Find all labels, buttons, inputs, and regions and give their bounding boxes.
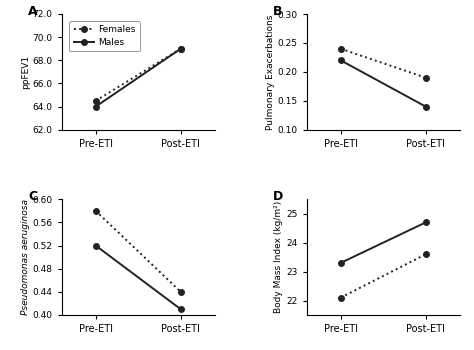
- Line: Females: Females: [338, 251, 428, 300]
- Females: [178, 47, 183, 51]
- Males: [338, 261, 344, 265]
- Males: [178, 47, 183, 51]
- Line: Females: Females: [93, 46, 183, 104]
- Females: [338, 295, 344, 300]
- Females: [93, 209, 99, 213]
- Males: [93, 105, 99, 109]
- Females: [423, 76, 428, 80]
- Line: Males: Males: [338, 219, 428, 266]
- Y-axis label: Body Mass Index (kg/m²): Body Mass Index (kg/m²): [274, 201, 283, 313]
- Line: Females: Females: [93, 208, 183, 295]
- Legend: Females, Males: Females, Males: [69, 21, 140, 51]
- Line: Males: Males: [338, 57, 428, 110]
- Males: [93, 244, 99, 248]
- Line: Males: Males: [93, 243, 183, 312]
- Females: [338, 47, 344, 51]
- Y-axis label: Pseudomonas aeruginosa: Pseudomonas aeruginosa: [21, 199, 30, 315]
- Females: [93, 99, 99, 103]
- Males: [178, 307, 183, 311]
- Line: Males: Males: [93, 46, 183, 110]
- Females: [178, 290, 183, 294]
- Text: A: A: [28, 5, 37, 18]
- Males: [423, 220, 428, 224]
- Y-axis label: Pulmonary Exacerbations: Pulmonary Exacerbations: [266, 14, 275, 130]
- Females: [423, 252, 428, 256]
- Text: D: D: [273, 190, 283, 203]
- Line: Females: Females: [338, 46, 428, 80]
- Y-axis label: ppFEV1: ppFEV1: [21, 55, 30, 89]
- Text: B: B: [273, 5, 283, 18]
- Text: C: C: [28, 190, 37, 203]
- Males: [338, 58, 344, 62]
- Males: [423, 105, 428, 109]
